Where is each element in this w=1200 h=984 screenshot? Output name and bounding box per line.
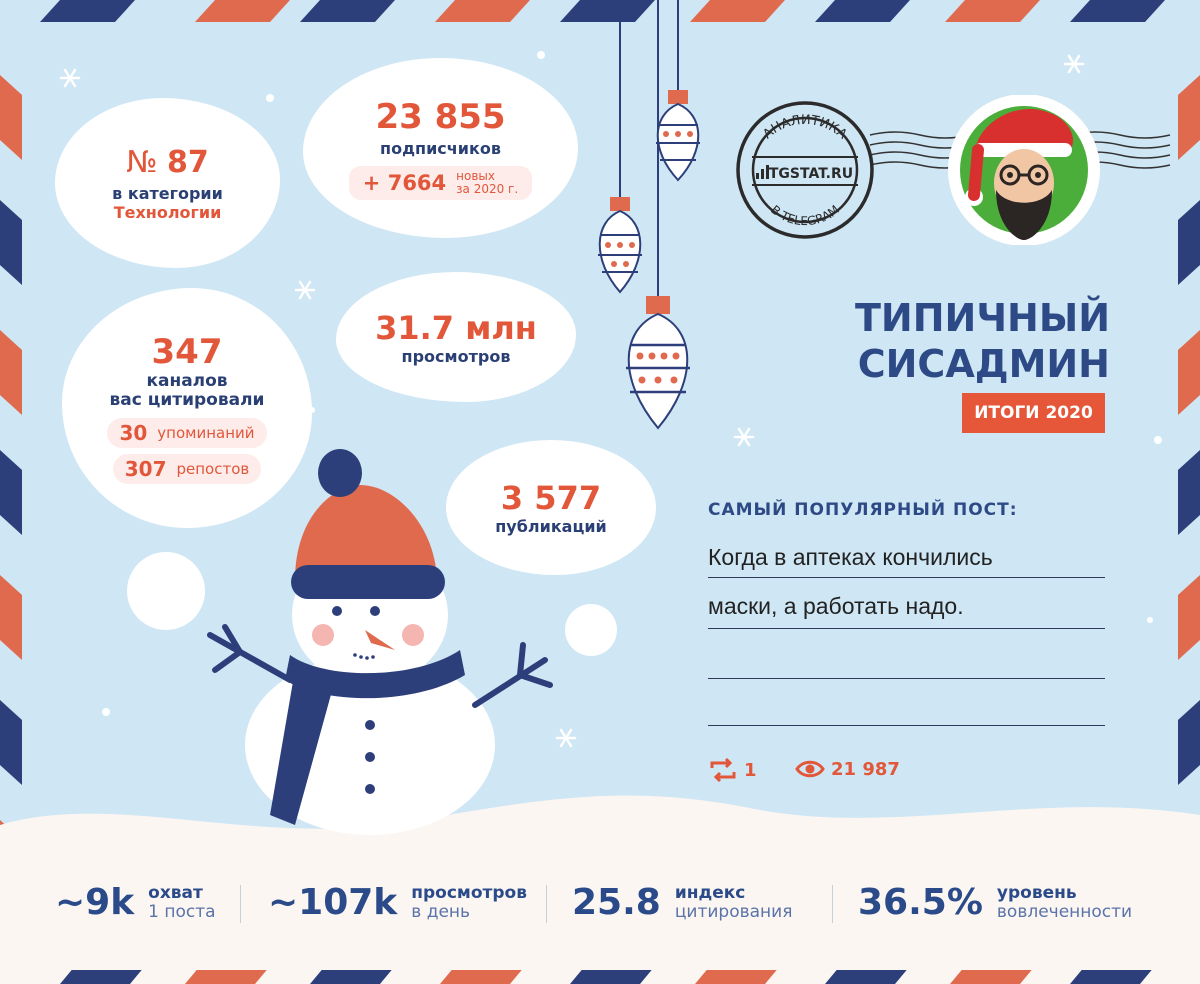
citations-line1: каналов [146,371,228,391]
rank-number: 87 [167,144,209,180]
stat-reach-label1: охват [148,882,203,903]
stat-reach-value: ~9k [55,882,135,923]
stat-engagement-label1: уровень [996,882,1077,903]
post-reposts: 1 [708,758,757,782]
snowman-illustration [207,449,553,835]
stat-daily-views: ~107k просмотров в день [268,882,527,923]
stat-daily-views-value: ~107k [268,882,398,923]
snow-ground [0,795,1200,970]
reposts-pill: 307 репостов [112,454,262,484]
stat-reach-label2: 1 поста [148,901,216,922]
stat-reach: ~9k охват 1 поста [55,882,216,923]
publications-value: 3 577 [500,479,602,517]
subscribers-delta-pill: + 7664 новых за 2020 г. [348,165,533,200]
stat-divider [240,885,241,923]
subscribers-bubble: 23 855 подписчиков + 7664 новых за 2020 … [303,58,578,238]
tgstat-stamp: АНАЛИТИКА В TELEGRAM TGSTAT.RU [736,95,1171,245]
subscribers-value: 23 855 [375,96,506,137]
rank-category-name: Технологии [113,202,222,222]
views-label: просмотров [401,346,511,366]
post-reposts-count: 1 [744,759,757,781]
channel-title-line1: ТИПИЧНЫЙ [854,296,1110,340]
citations-line2: вас цитировали [109,390,265,410]
stamp-site-text: TGSTAT.RU [769,166,853,182]
views-value: 31.7 млн [375,308,537,347]
snowball-decoration [127,552,205,630]
envelope-stripes-top [40,0,1165,22]
citations-bubble: 347 каналов вас цитировали 30 упоминаний… [62,288,312,528]
repost-icon [710,758,736,782]
stat-engagement-value: 36.5% [858,882,983,923]
views-bubble: 31.7 млн просмотров [336,272,576,402]
stat-citation-index-label2: цитирования [674,901,793,922]
mentions-pill: 30 упоминаний [107,418,267,448]
popular-post-line2: маски, а работать надо. [708,593,1105,629]
mentions-value: 30 [119,421,148,445]
stat-citation-index: 25.8 индекс цитирования [572,882,792,923]
publications-label: публикаций [495,517,607,536]
publications-bubble: 3 577 публикаций [446,440,656,575]
subscribers-label: подписчиков [380,138,501,158]
year-badge: ИТОГИ 2020 [962,393,1105,433]
rank-prefix: № [126,144,158,180]
mentions-label: упоминаний [157,424,255,442]
citations-value: 347 [151,332,223,372]
post-views-count: 21 987 [831,758,900,780]
popular-post-heading: САМЫЙ ПОПУЛЯРНЫЙ ПОСТ: [708,500,1018,520]
popular-post-line1: Когда в аптеках кончились [708,544,1105,578]
stat-divider [546,885,547,923]
reposts-value: 307 [124,457,167,481]
stat-daily-views-label1: просмотров [411,882,527,903]
eye-icon [795,760,825,778]
christmas-ornaments [598,0,700,430]
avatar [965,108,1074,240]
stat-citation-index-label1: индекс [674,882,746,903]
snowball-decoration [565,604,617,656]
popular-post-line4 [708,690,1105,726]
subscribers-delta-line2: за 2020 г. [456,181,519,196]
channel-title-line2: СИСАДМИН [857,342,1110,386]
rank-category-label: в категории [112,183,223,203]
summary-stats: ~9k охват 1 поста ~107k просмотров в день … [0,870,1200,950]
subscribers-delta: + 7664 [362,170,447,195]
rank-bubble: № 87 в категории Технологии [55,98,280,268]
stat-citation-index-value: 25.8 [572,882,661,923]
subscribers-delta-line1: новых [456,168,495,183]
stat-divider [832,885,833,923]
stat-engagement-label2: вовлеченности [996,901,1133,922]
stat-engagement: 36.5% уровень вовлеченности [858,882,1132,923]
reposts-label: репостов [176,460,250,478]
stat-daily-views-label2: в день [411,901,471,922]
popular-post-line3 [708,643,1105,679]
post-views: 21 987 [795,758,900,780]
